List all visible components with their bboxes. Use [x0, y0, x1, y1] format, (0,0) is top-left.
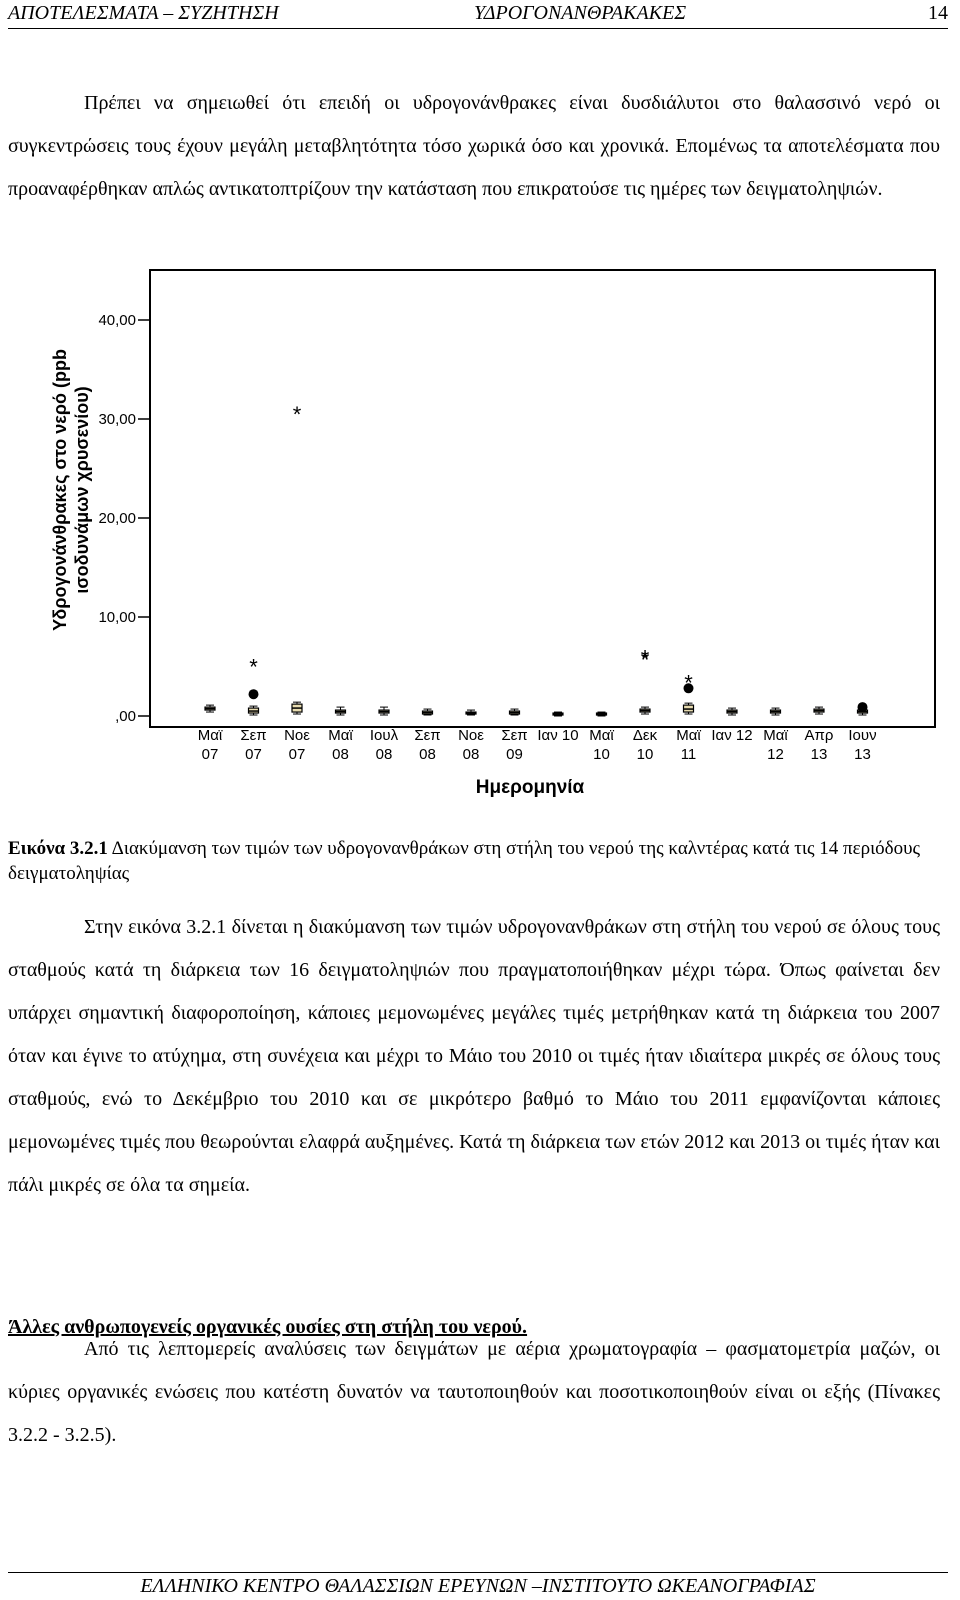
y-axis-label-line2: ισοδυνάμων χρυσενίου): [72, 386, 92, 593]
x-tick-label: Νοε: [458, 727, 484, 744]
x-tick-label-year: 13: [811, 746, 828, 763]
header-chapter-title: ΥΔΡΟΓΟΝΑΝΘΡΑΚΑΚΕΣ: [474, 2, 687, 24]
outlier-circle: [857, 702, 868, 713]
x-tick-label-year: 10: [637, 746, 654, 763]
outlier-star: *: [641, 646, 650, 671]
x-tick-label-year: 07: [245, 746, 262, 763]
x-tick-label: Σεπ: [414, 727, 440, 744]
page-number: 14: [928, 2, 948, 24]
y-tick-label: ,00: [115, 708, 136, 725]
outlier-star: *: [293, 402, 302, 427]
x-tick-label-year: 13: [854, 746, 871, 763]
paragraph-organic-compounds: Από τις λεπτομερείς αναλύσεις των δειγμά…: [8, 1338, 940, 1446]
outlier-star: *: [684, 670, 693, 695]
x-tick-label-year: 07: [202, 746, 219, 763]
figure-caption: Εικόνα 3.2.1 Διακύμανση των τιμών των υδ…: [8, 836, 938, 886]
x-tick-label: Ιουλ: [370, 727, 399, 744]
boxplot-chart: 40,00 30,00 20,00 10,00 ,00 Υδρογονάνθρακες σ…: [50, 269, 936, 798]
x-tick-label-year: 10: [593, 746, 610, 763]
chart-layer: 40,00 30,00 20,00 10,00 ,00 Υδρογονάνθρακες σ…: [50, 269, 936, 798]
x-tick-label-year: 08: [419, 746, 436, 763]
x-tick-label: Μαϊ: [328, 727, 353, 744]
page-header: ΑΠΟΤΕΛΕΣΜΑΤΑ – ΣΥΖΗΤΗΣΗ ΥΔΡΟΓΟΝΑΝΘΡΑΚΑΚΕ…: [8, 0, 948, 29]
header-section-title: ΑΠΟΤΕΛΕΣΜΑΤΑ – ΣΥΖΗΤΗΣΗ: [8, 2, 279, 24]
x-tick-label: Ιαν 10: [537, 727, 578, 744]
x-tick-label: Απρ: [805, 727, 834, 744]
x-tick-label: Σεπ: [240, 727, 266, 744]
y-tick-label: 30,00: [98, 411, 136, 428]
x-tick-label: Νοε: [284, 727, 310, 744]
y-axis-label: Υδρογονάνθρακες στο νερό (ppb: [50, 349, 70, 631]
x-tick-label: Σεπ: [501, 727, 527, 744]
x-tick-label: Ιαν 12: [711, 727, 752, 744]
plot-frame: [149, 269, 936, 728]
paragraph-intro: Πρέπει να σημειωθεί ότι επειδή οι υδρογο…: [8, 92, 940, 200]
outlier-star: *: [249, 655, 258, 680]
section-heading: Άλλες ανθρωπογενείς οργανικές ουσίες στη…: [8, 1316, 528, 1338]
x-tick-label: Μαϊ: [198, 727, 223, 744]
x-tick-label: Μαϊ: [589, 727, 614, 744]
x-tick-label-year: 12: [767, 746, 784, 763]
outlier-star: *: [641, 648, 650, 673]
x-tick-label-year: 08: [463, 746, 480, 763]
x-tick-label: Ιουν: [848, 727, 876, 744]
y-tick-label: 40,00: [98, 312, 136, 329]
figure-caption-label: Εικόνα 3.2.1: [8, 838, 108, 859]
x-axis-label: Ημερομηνία: [476, 777, 585, 798]
x-tick-label: Μαϊ: [676, 727, 701, 744]
page-footer: ΕΛΛΗΝΙΚΟ ΚΕΝΤΡΟ ΘΑΛΑΣΣΙΩΝ ΕΡΕΥΝΩΝ –ΙΝΣΤΙ…: [8, 1572, 948, 1598]
paragraph-discussion: Στην εικόνα 3.2.1 δίνεται η διακύμανση τ…: [8, 916, 940, 1196]
x-tick-label-year: 07: [289, 746, 306, 763]
figure-caption-text: Διακύμανση των τιμών των υδρογονανθράκων…: [8, 838, 921, 884]
outlier-circle: [683, 683, 694, 694]
x-tick-label-year: 11: [681, 746, 697, 763]
y-tick-label: 10,00: [98, 609, 136, 626]
x-tick-label: Μαϊ: [763, 727, 788, 744]
x-tick-label-year: 09: [506, 746, 523, 763]
x-tick-label-year: 08: [332, 746, 349, 763]
x-tick-label: Δεκ: [633, 727, 658, 744]
x-tick-label-year: 08: [376, 746, 393, 763]
outlier-circle: [248, 689, 259, 700]
y-tick-label: 20,00: [98, 510, 136, 527]
